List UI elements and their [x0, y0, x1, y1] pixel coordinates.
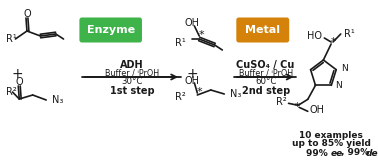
Text: N₃: N₃: [52, 95, 64, 105]
Text: N₃: N₃: [230, 89, 242, 99]
Text: R¹: R¹: [6, 34, 17, 44]
Text: 30°C: 30°C: [121, 76, 143, 86]
Text: OH: OH: [310, 105, 325, 115]
Text: Metal: Metal: [245, 25, 280, 35]
Text: R¹: R¹: [344, 29, 354, 39]
Text: +: +: [11, 67, 23, 81]
Text: , 99%: , 99%: [341, 148, 372, 157]
Text: Enzyme: Enzyme: [87, 25, 135, 35]
Text: CuSO₄ / Cu: CuSO₄ / Cu: [237, 60, 295, 70]
Text: HO: HO: [307, 31, 322, 41]
FancyBboxPatch shape: [79, 18, 142, 42]
Text: up to 85% yield: up to 85% yield: [292, 139, 370, 148]
Text: 99%: 99%: [306, 148, 331, 157]
Text: de: de: [366, 148, 378, 157]
Text: N: N: [335, 81, 342, 90]
Text: ee: ee: [331, 148, 343, 157]
Text: 1st step: 1st step: [110, 86, 154, 96]
Text: 60°C: 60°C: [255, 76, 276, 86]
Text: R²: R²: [6, 87, 17, 97]
FancyBboxPatch shape: [236, 18, 289, 42]
Text: N: N: [341, 64, 348, 73]
Text: +: +: [187, 67, 198, 81]
Text: R¹: R¹: [175, 38, 186, 48]
Text: Buffer / ⁱPrOH: Buffer / ⁱPrOH: [105, 68, 159, 77]
Text: OH: OH: [184, 76, 199, 86]
Text: 2nd step: 2nd step: [242, 86, 290, 96]
Text: *: *: [330, 37, 336, 47]
Text: *: *: [198, 30, 204, 40]
Text: OH: OH: [184, 18, 199, 28]
Text: Buffer / ⁱPrOH: Buffer / ⁱPrOH: [239, 68, 293, 77]
Text: O: O: [23, 9, 31, 19]
Text: R²: R²: [175, 92, 186, 102]
Text: ADH: ADH: [120, 60, 144, 70]
Text: R²: R²: [276, 97, 287, 107]
Text: O: O: [15, 77, 23, 87]
Text: 10 examples: 10 examples: [299, 130, 363, 139]
Text: *: *: [294, 102, 300, 112]
Text: *: *: [197, 87, 202, 97]
